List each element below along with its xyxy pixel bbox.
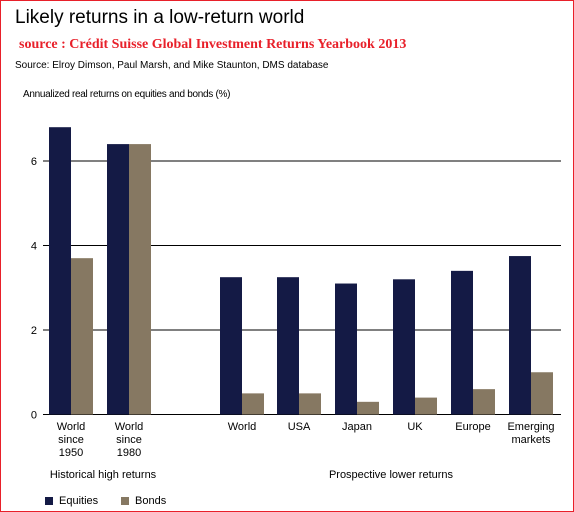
bar-equities-5 [393,279,415,415]
bar-bonds-4 [357,401,379,415]
bar-equities-4 [335,283,357,415]
y-tick-label-6: 6 [31,156,37,168]
x-tick-label-5: UK [407,421,423,433]
bar-equities-0 [49,127,71,415]
bar-bonds-2 [242,393,264,415]
bar-bonds-1 [129,144,151,415]
bar-equities-7 [509,256,531,415]
bar-bonds-6 [473,389,495,415]
x-tick-label-0: World since 1950 [57,421,86,459]
y-tick-label-2: 2 [31,325,37,337]
x-tick-label-6: Europe [455,421,490,433]
y-axis-title: Annualized real returns on equities and … [23,89,231,100]
bar-equities-3 [277,277,299,415]
x-tick-label-2: World [228,421,257,433]
bar-bonds-3 [299,393,321,415]
legend-bonds-label: Bonds [135,495,167,507]
bar-bonds-7 [531,372,553,415]
bar-equities-1 [107,144,129,415]
bar-equities-2 [220,277,242,415]
x-tick-label-7: Emerging markets [507,421,554,446]
y-tick-label-4: 4 [31,241,37,253]
x-tick-label-3: USA [288,421,311,433]
bar-bonds-0 [71,258,93,415]
x-tick-label-4: Japan [342,421,372,433]
x-tick-label-1: World since 1980 [115,421,144,459]
bar-bonds-5 [415,397,437,415]
group-label-1: Prospective lower returns [329,469,454,481]
group-label-0: Historical high returns [50,469,157,481]
legend-equities-swatch [45,497,53,505]
legend-bonds: Bonds [121,495,166,507]
legend-equities-label: Equities [59,495,99,507]
bar-equities-6 [451,270,473,415]
chart-source: source : Crédit Suisse Global Investment… [19,37,407,52]
legend-bonds-swatch [121,497,129,505]
chart-credit: Source: Elroy Dimson, Paul Marsh, and Mi… [15,60,329,71]
legend-equities: Equities [45,495,98,507]
y-tick-label-0: 0 [31,410,37,422]
chart-title: Likely returns in a low-return world [15,7,305,28]
